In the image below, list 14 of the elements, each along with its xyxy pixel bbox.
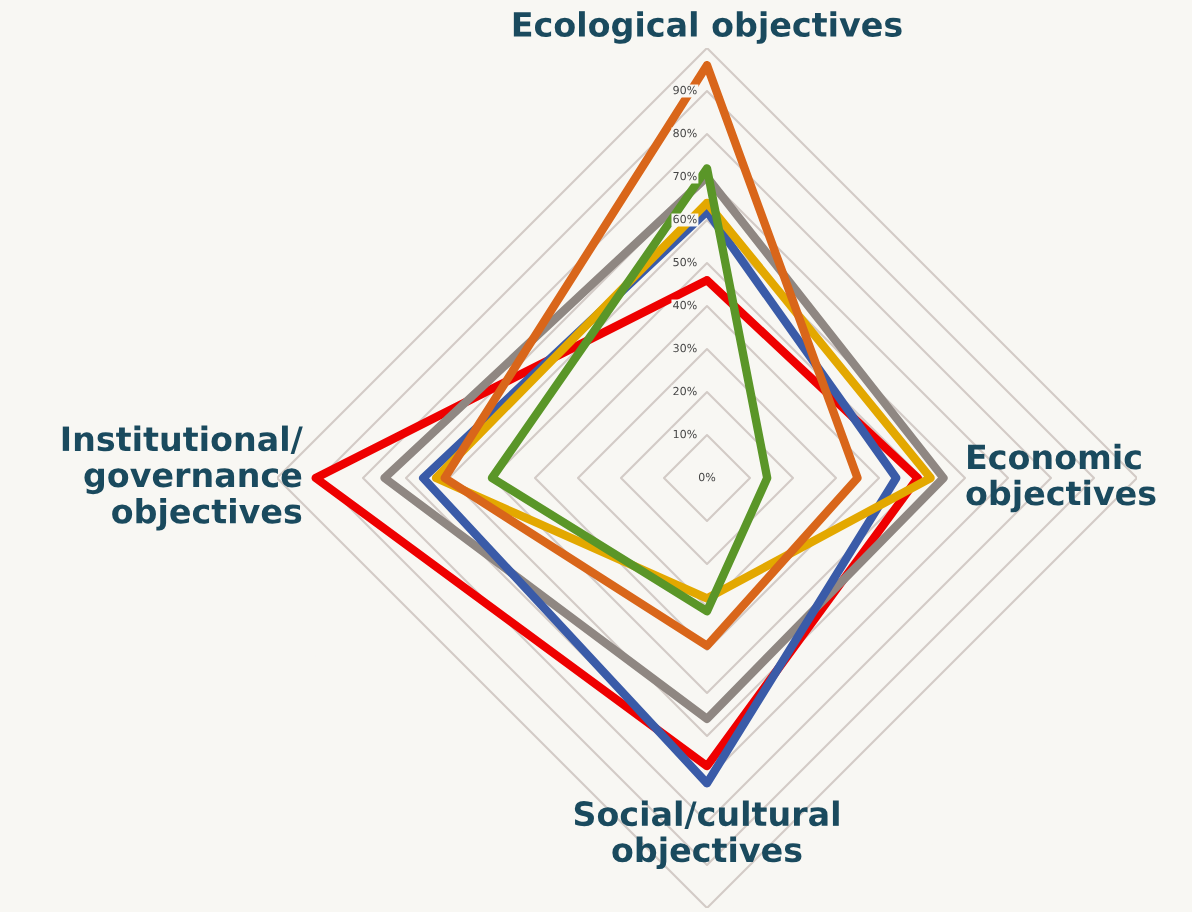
spoke-label: Institutional/ governance objectives (62, 425, 303, 531)
spoke-label: Economic objectives (966, 443, 1156, 513)
y-tick-label: 60% (673, 214, 697, 224)
y-tick-label: 70% (673, 171, 697, 181)
y-tick-label: 80% (673, 128, 697, 138)
y-tick-label: 40% (673, 300, 697, 310)
y-tick-label: 20% (673, 386, 697, 396)
y-tick-label: 10% (673, 429, 697, 439)
y-tick-label: 90% (673, 85, 697, 95)
y-tick-label: 30% (673, 343, 697, 353)
spoke-label: Ecological objectives (513, 11, 902, 44)
y-tick-label: 50% (673, 257, 697, 267)
y-tick-label: 0% (698, 472, 716, 482)
spoke-label: Social/cultural objectives (574, 800, 839, 870)
